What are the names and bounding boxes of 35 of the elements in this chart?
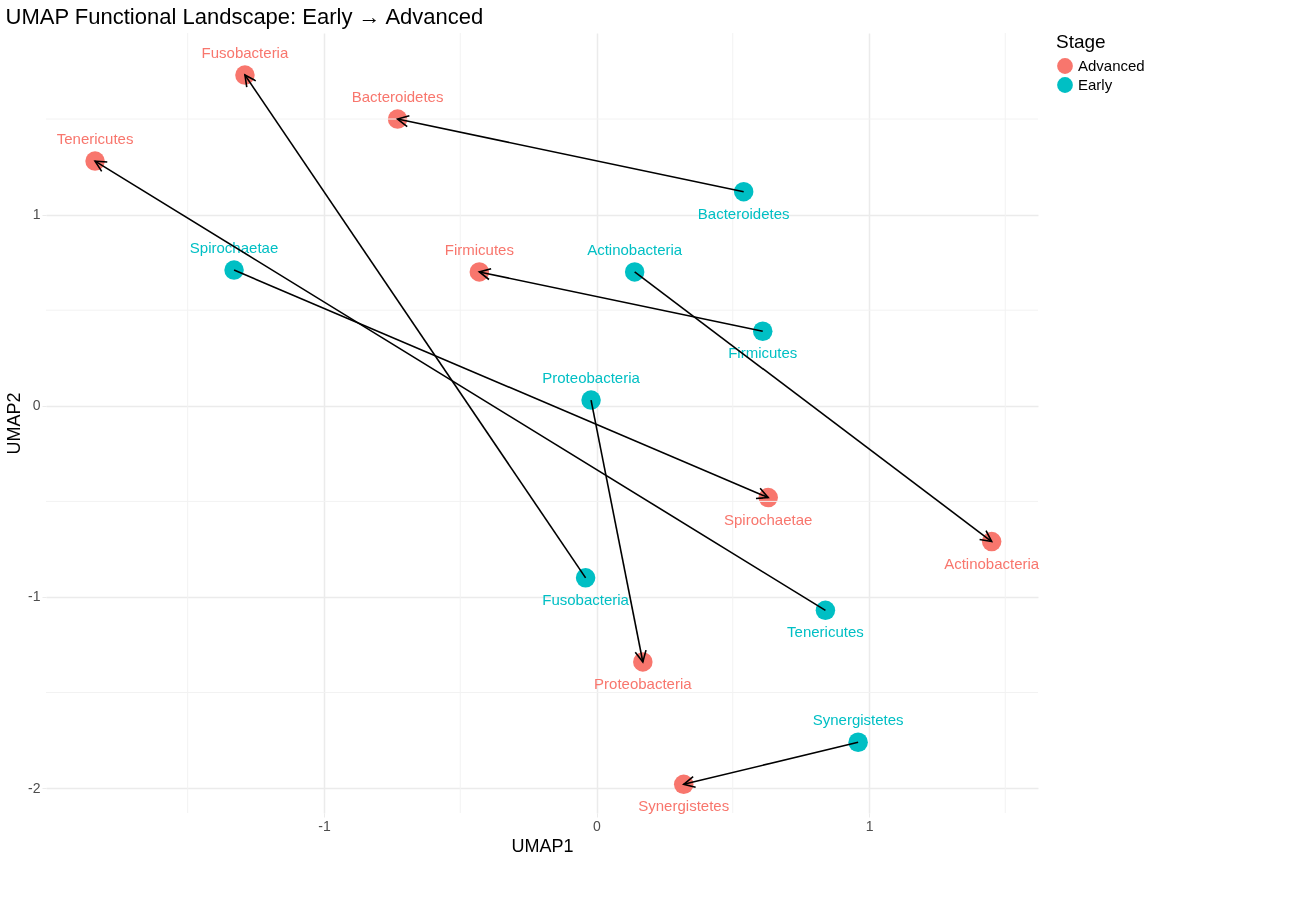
annotation: Spirochaetae — [723, 510, 813, 528]
y-tick-label: -2 — [28, 779, 41, 796]
x-tick-label: -1 — [318, 817, 331, 834]
annotation: Tenericutes — [56, 130, 134, 148]
y-tick-label: -1 — [28, 588, 41, 605]
legend-label: Advanced — [1078, 57, 1145, 74]
annotation: Proteobacteria — [594, 674, 693, 692]
legend-title: Stage — [1056, 31, 1106, 52]
annotation: Proteobacteria — [542, 369, 641, 387]
point — [575, 568, 596, 588]
point — [815, 600, 836, 621]
annotation: Bacteroidetes — [697, 204, 790, 222]
point — [624, 262, 645, 282]
annotation: Synergistetes — [812, 711, 904, 729]
y-tick-label: 1 — [32, 206, 41, 223]
point — [224, 260, 244, 280]
point — [733, 181, 754, 202]
x-tick-label: 1 — [865, 817, 874, 834]
annotation: Actinobacteria — [587, 240, 683, 258]
annotation: Firmicutes — [444, 240, 514, 258]
annotation: Fusobacteria — [201, 44, 289, 62]
annotation: Actinobacteria — [944, 554, 1040, 572]
annotation: Fusobacteria — [542, 590, 630, 608]
annotation: Tenericutes — [787, 623, 864, 641]
annotation: Bacteroidetes — [351, 88, 444, 106]
x-axis-title: UMAP1 — [511, 835, 574, 856]
point — [581, 390, 601, 410]
y-tick-label: 0 — [32, 397, 41, 414]
point — [848, 732, 868, 752]
y-axis-title: UMAP2 — [4, 392, 25, 455]
chart-title: UMAP Functional Landscape: Early → Advanced — [5, 3, 484, 29]
point — [753, 321, 773, 341]
x-tick-label: 0 — [593, 817, 602, 834]
annotation: Synergistetes — [638, 797, 730, 815]
legend-label: Early — [1078, 76, 1113, 93]
